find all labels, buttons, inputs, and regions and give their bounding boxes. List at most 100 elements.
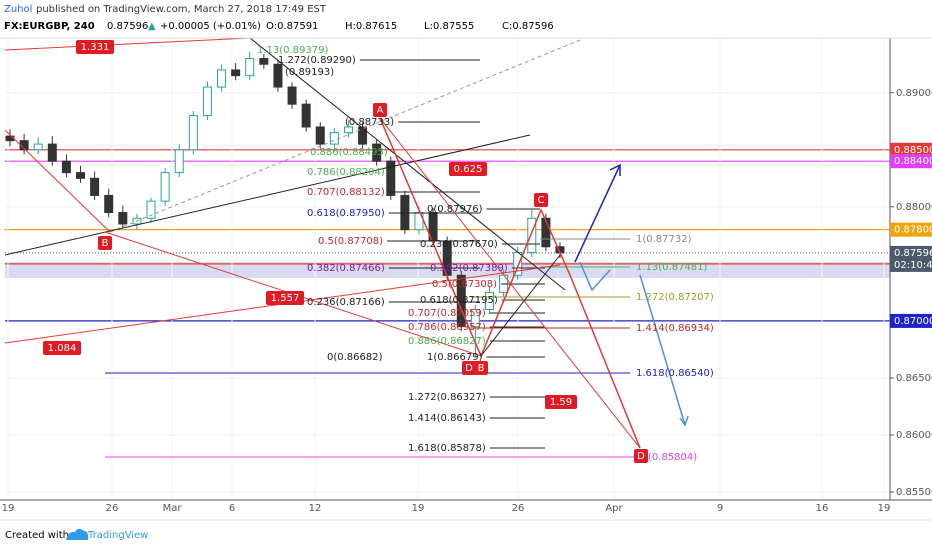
footer-created: Created with [5,530,69,541]
price-tag [890,222,932,237]
candle-body [61,160,71,174]
x-tick-label: 9 [717,503,723,514]
x-tick-label: 19 [878,503,891,514]
arrow-head [609,163,621,176]
tag-label: 1.557 [271,293,300,304]
x-tick-label: 19 [2,503,15,514]
fib-label: 0.786(0.86957) [408,322,486,333]
tag-label: B [478,363,485,374]
price-tag [890,154,932,169]
ohlc-close: C:0.87596 [502,21,554,32]
tag-box [98,236,112,250]
fib-label: 0.382(0.87466) [307,263,385,274]
candle-body [358,126,368,145]
fib-label: 0.618(0.87950) [307,208,385,219]
candle-body [47,143,57,162]
current-price-label: 0.87596 [894,248,932,259]
fib-label: 1.414(0.86143) [408,413,486,424]
countdown: 02:10:45 [894,260,932,271]
tag-label: C [538,195,545,206]
fib-label: 1.272(0.89290) [278,55,356,66]
fib-label: 0.236(0.87670) [420,239,498,250]
trend-line [379,117,641,449]
candle-body [470,308,480,328]
candle-body [231,69,241,77]
change-arrow: ▲ [148,21,156,32]
arrow-head [679,415,689,427]
fib-label: 1.618(0.85878) [408,443,486,454]
candle-body [273,63,283,88]
tag-label: 1.59 [550,397,572,408]
tag-box [634,449,648,463]
arrow [639,274,686,426]
arrow [579,261,611,292]
tag-label: 0.625 [454,164,483,175]
fib-label: 1.618(0.86540) [636,368,714,379]
fib-label: 0.236(0.87166) [307,297,385,308]
x-tick-label: 6 [229,503,235,514]
candle-body [527,217,537,253]
candle-body [372,143,382,162]
fib-label: 1.13(0.89379) [257,45,329,56]
trend-line [109,39,581,233]
candle-body [245,58,255,77]
fib-label: 0.886(0.86827) [408,336,486,347]
candle-body [90,177,100,196]
tag-box [474,361,488,375]
tag-label: B [102,238,109,249]
candle-body [76,172,86,179]
x-tick-label: Mar [163,503,183,514]
arrow [574,164,621,263]
candle-body [301,103,311,128]
last-price: 0.87596 [107,21,148,32]
author[interactable]: Zuhol [4,4,32,15]
candle-body [259,58,269,65]
fib-label: 1.272(0.87207) [636,292,714,303]
fib-label: (0.85804) [648,452,697,463]
candle-body [160,172,170,202]
fib-label: 1(0.87732) [636,234,692,245]
tag-label: D [465,363,473,374]
fib-label: (0.88733) [345,117,394,128]
fib-label: (0.89193) [285,67,334,78]
trend-line [4,37,251,51]
fib-label: 1.13(0.87481) [636,262,708,273]
ohlc-low: L:0.87555 [424,21,474,32]
x-tick-label: 26 [512,503,525,514]
x-tick-label: Apr [605,503,623,514]
fib-label: 0.618(0.87195) [420,295,498,306]
trend-line [249,37,566,291]
candle-body [174,149,184,174]
candle-body [329,132,339,145]
x-tick-label: 12 [309,503,322,514]
fib-label: 0(0.86682) [327,352,383,363]
footer-brand[interactable]: TradingView [87,530,148,541]
tag-label: A [377,105,384,116]
price-tag-label: 0.87000 [894,316,932,327]
candle-body [343,126,353,134]
fib-label: 0.707(0.87059) [408,308,486,319]
current-price-tag [890,245,932,272]
candle-body [33,143,43,151]
price-tag-label: 0.88400 [894,156,932,167]
plot [5,38,890,500]
published: published on TradingView.com, March 27, … [36,4,327,15]
ohlc-open: O:0.87591 [266,21,318,32]
tag-label: 1.331 [81,42,110,53]
candle-body [118,212,128,225]
candle-body [217,69,227,88]
harmonic-pattern [480,254,561,357]
fib-label: 0(0.87976) [427,204,483,215]
candle-body [146,200,156,219]
fib-label: 0.5(0.87308) [432,279,497,290]
logo [66,528,89,540]
tag-box [545,395,577,409]
fib-label: 1.414(0.86934) [636,323,714,334]
candle-body [315,126,325,145]
